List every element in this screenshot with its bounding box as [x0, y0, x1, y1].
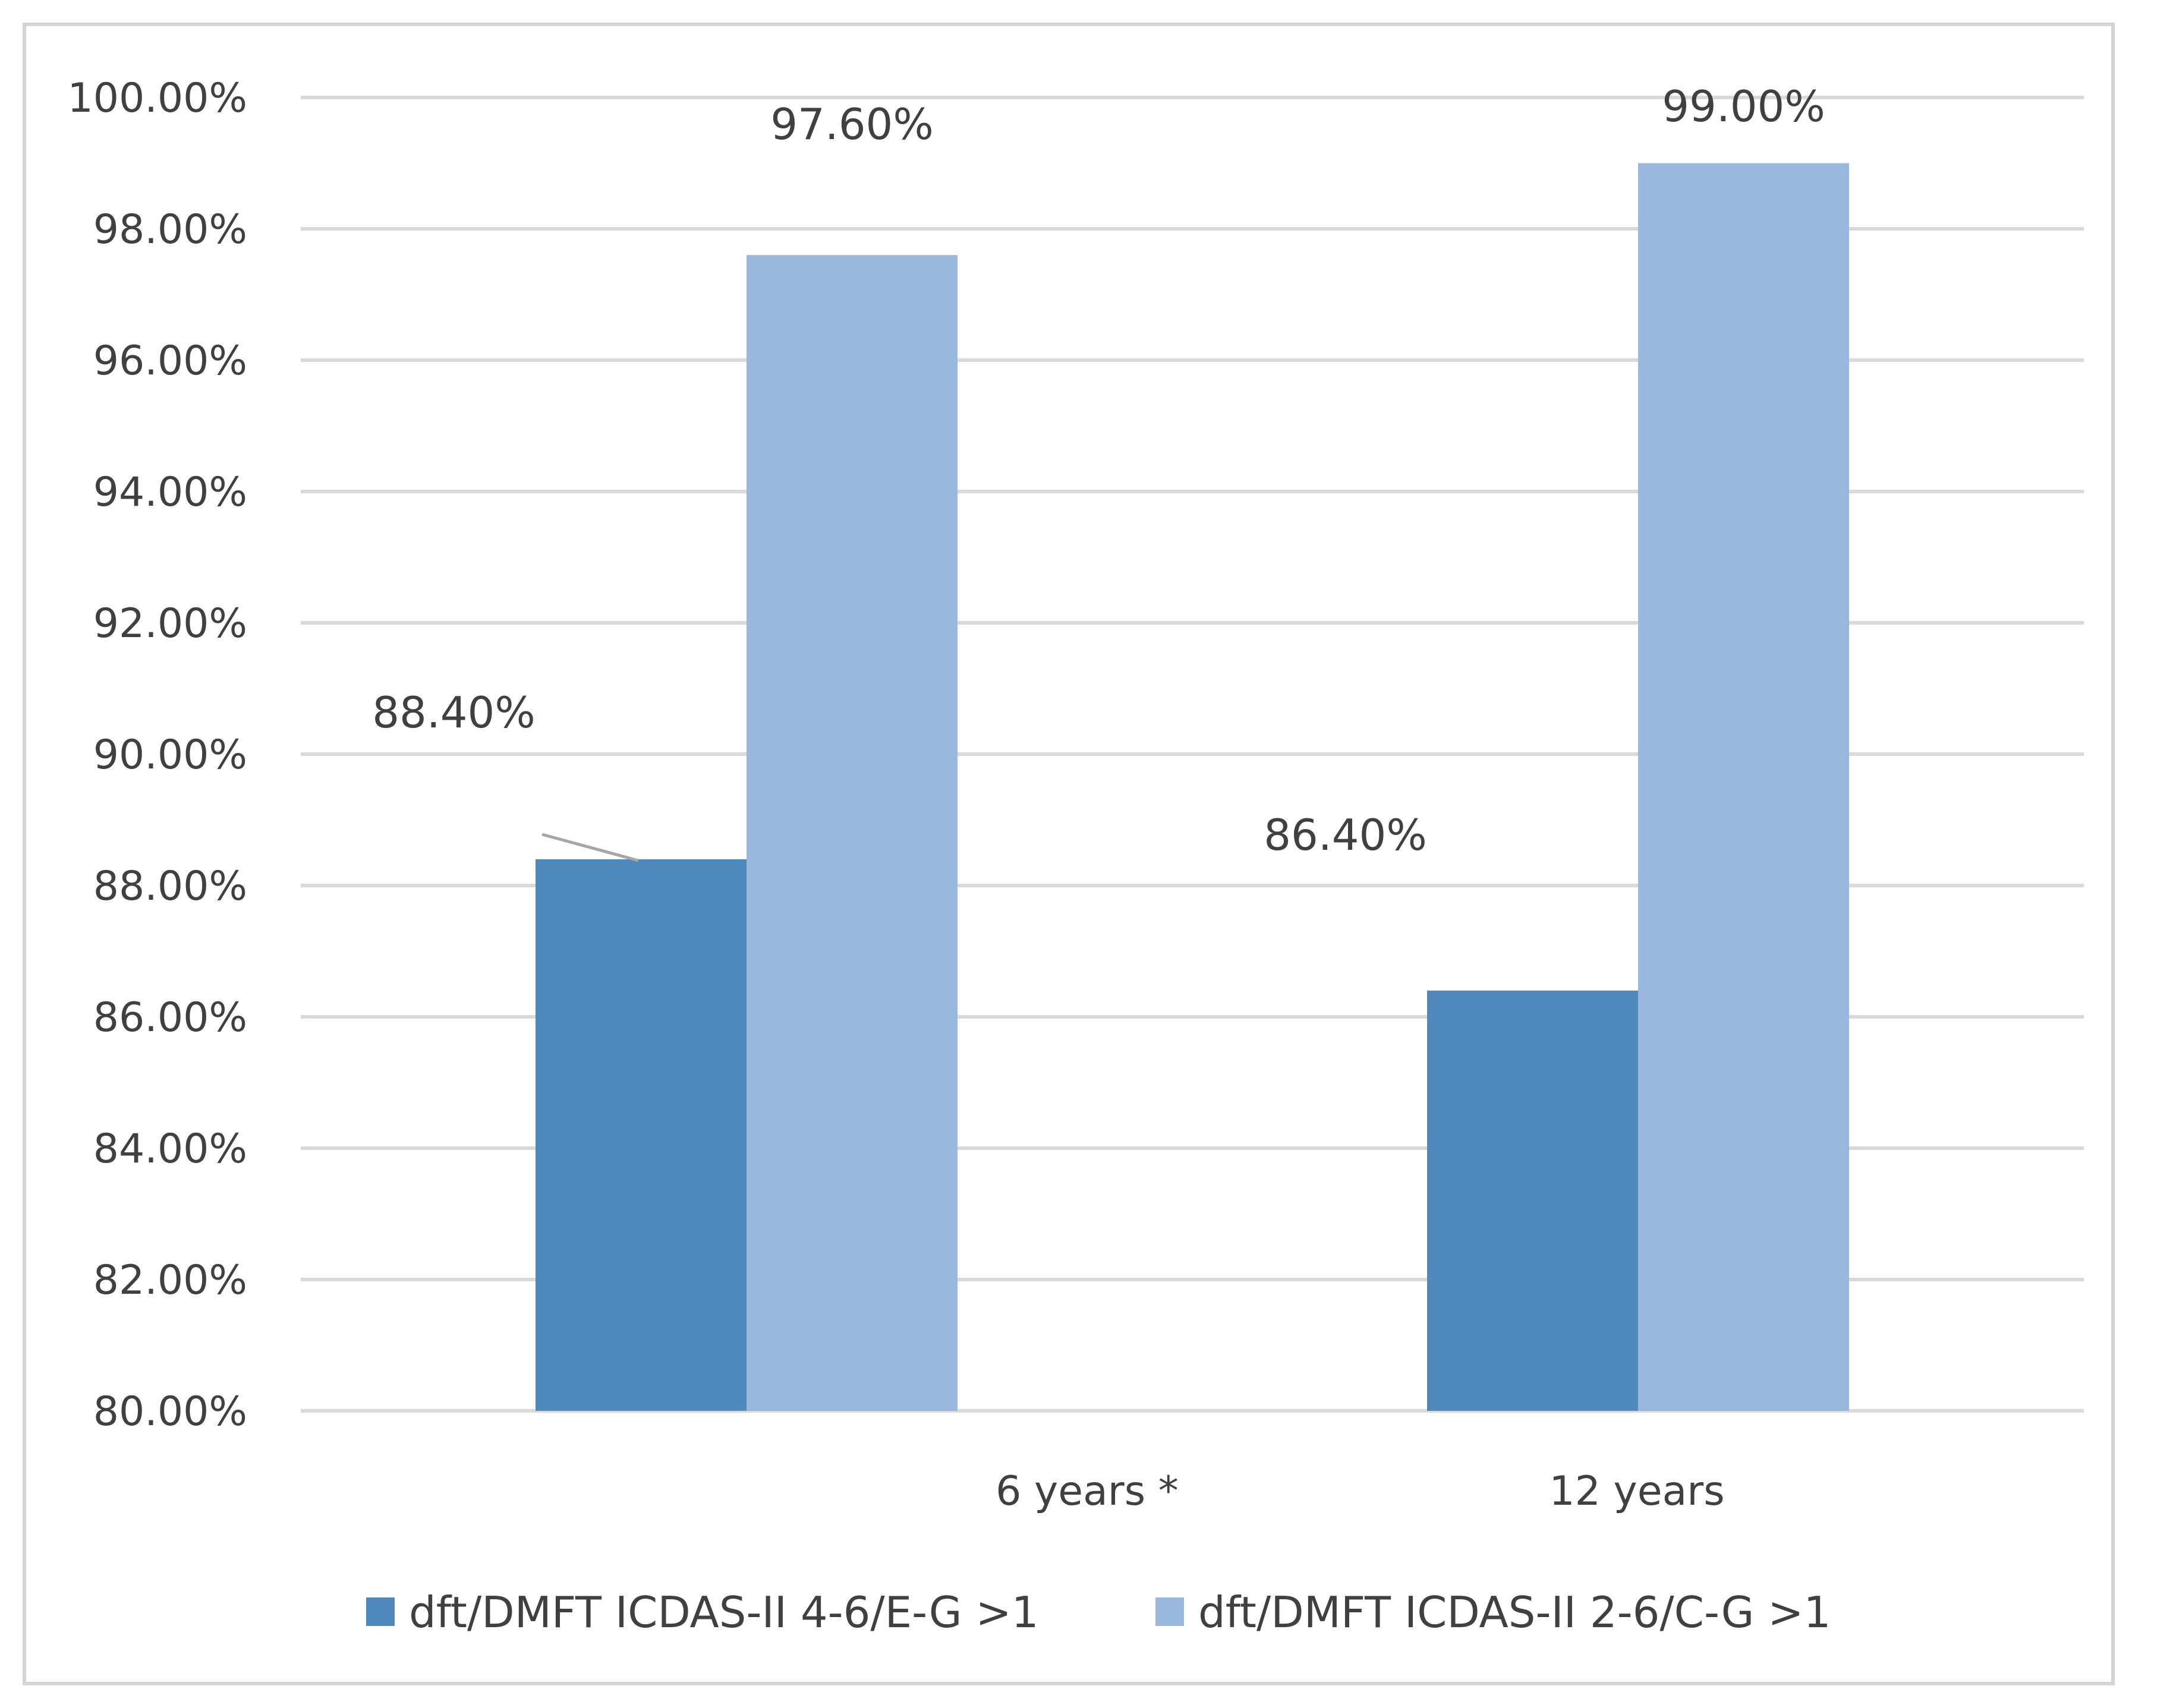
y-tick-label: 100.00% [67, 75, 247, 122]
x-tick-label: 12 years [1549, 1468, 1724, 1515]
data-label: 99.00% [1662, 81, 1825, 131]
chart-frame: 80.00% 82.00% 84.00% 86.00% 88.00% 90.00% 92.0… [23, 23, 2115, 1685]
legend-swatch [1155, 1597, 1184, 1626]
y-tick-label: 88.00% [93, 863, 247, 910]
x-tick-label: 6 years * [996, 1468, 1179, 1515]
y-tick-label: 92.00% [93, 600, 247, 647]
y-tick-label: 90.00% [93, 732, 247, 779]
legend-label: dft/DMFT ICDAS-II 2-6/C-G >1 [1198, 1587, 1831, 1637]
y-tick-label: 84.00% [93, 1126, 247, 1173]
y-axis-ticks: 80.00% 82.00% 84.00% 86.00% 88.00% 90.00% 92.0… [67, 75, 247, 1435]
data-label: 88.40% [372, 688, 536, 738]
legend-label: dft/DMFT ICDAS-II 4-6/E-G >1 [409, 1587, 1039, 1637]
legend: dft/DMFT ICDAS-II 4-6/E-G >1 dft/DMFT ICD… [366, 1587, 1831, 1637]
y-tick-label: 82.00% [93, 1257, 247, 1304]
bars [536, 163, 1849, 1411]
bar [1638, 163, 1849, 1411]
y-tick-label: 96.00% [93, 338, 247, 385]
data-label: 86.40% [1264, 810, 1427, 860]
y-tick-label: 86.00% [93, 994, 247, 1041]
bar [1427, 990, 1638, 1411]
bar [747, 255, 958, 1411]
y-tick-label: 94.00% [93, 469, 247, 516]
bar-chart: 80.00% 82.00% 84.00% 86.00% 88.00% 90.00% 92.0… [67, 75, 2084, 1637]
y-tick-label: 98.00% [93, 206, 247, 253]
legend-swatch [366, 1597, 395, 1626]
leader-lines [541, 833, 639, 862]
x-axis-ticks: 6 years * 12 years [996, 1468, 1724, 1515]
data-label: 97.60% [770, 99, 934, 149]
data-labels: 88.40% 86.40% 97.60% 99.00% [372, 81, 1825, 860]
y-tick-label: 80.00% [93, 1388, 247, 1435]
leader-line [541, 833, 639, 862]
bar [536, 859, 747, 1411]
